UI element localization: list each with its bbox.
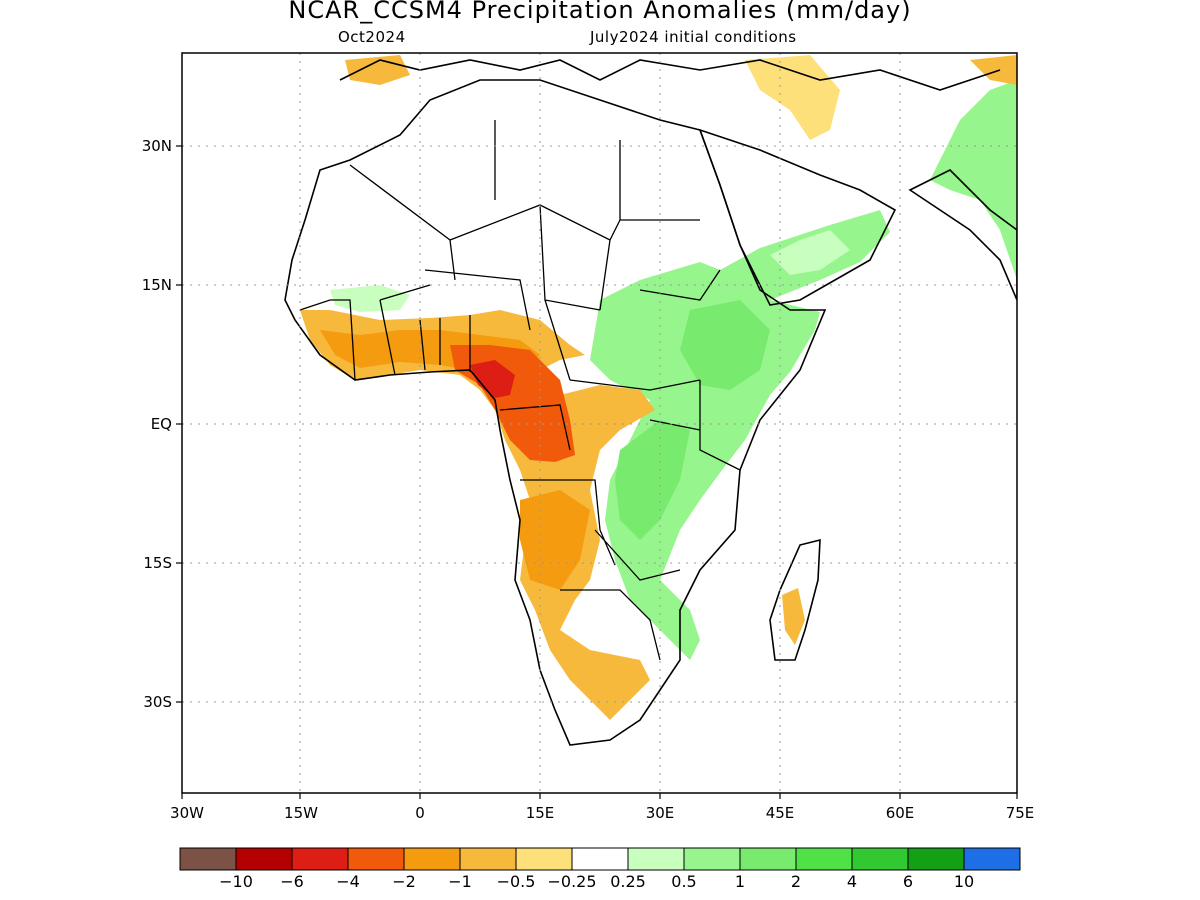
colorbar-label: 0.5 [671,872,697,891]
wet-core-southeast [615,420,690,540]
colorbar-swatch [963,847,1021,871]
lat-label: 30N [141,137,172,155]
wet-region-east-africa [590,210,890,660]
lon-label: 0 [415,804,425,822]
wet-region-arabia [770,230,850,275]
lon-label: 75E [1005,804,1035,822]
lon-label: 30E [645,804,675,822]
dry-region-madagascar [782,588,805,645]
borders-central-africa [499,299,741,661]
colorbar-swatch [179,847,237,871]
wet-region-sahel-west [330,285,410,312]
lon-label: 30W [170,804,204,822]
colorbar-label: 10 [953,872,975,891]
colorbar-swatch [235,847,293,871]
colorbar-label: 6 [902,872,914,891]
colorbar-label: 1 [734,872,746,891]
lat-label: 15S [143,554,172,572]
colorbar-swatch [571,847,629,871]
lon-label: 60E [885,804,915,822]
colorbar-label: −0.5 [496,872,536,891]
colorbar-label: 0.25 [610,872,646,891]
colorbar-swatch [795,847,853,871]
africa-coastline [284,79,827,746]
colorbar-label: −10 [219,872,253,891]
wet-region-india [930,80,1017,280]
dry-region-north [345,55,410,85]
map-frame [181,52,1018,794]
graticule [182,53,1017,793]
wet-core-ethiopia [680,300,770,390]
colorbar-label: −6 [280,872,304,891]
lat-label: EQ [150,415,172,433]
initial-conditions: July2024 initial conditions [590,28,797,46]
arabia-coastline [698,128,897,306]
coastlines [284,59,1017,746]
colorbar [179,847,1021,871]
colorbar-label: −2 [392,872,416,891]
madagascar-coastline [769,538,821,661]
colorbar-swatch [907,847,965,871]
lon-label: 15W [284,804,318,822]
colorbar-swatch [851,847,909,871]
colorbar-label: −1 [448,872,472,891]
dry-region-iran [970,55,1017,85]
colorbar-swatch [515,847,573,871]
colorbar-swatch [403,847,461,871]
axis-ticks [176,145,1018,799]
colorbar-swatch [683,847,741,871]
lon-label: 45E [765,804,795,822]
dry-extreme-cameroon [470,360,515,398]
colorbar-swatch [291,847,349,871]
colorbar-label: 2 [790,872,802,891]
lon-label: 15E [525,804,555,822]
colorbar-label: −0.25 [547,872,597,891]
forecast-month: Oct2024 [338,28,406,46]
borders-west-africa [299,299,471,381]
india-coastline [908,169,1017,301]
europe-coastline [339,59,1001,91]
anomaly-shading [300,55,1017,720]
colorbar-swatch [627,847,685,871]
colorbar-swatch [347,847,405,871]
colorbar-swatch [739,847,797,871]
colorbar-label: 4 [846,872,858,891]
lat-label: 15N [141,276,172,294]
chart-title: NCAR_CCSM4 Precipitation Anomalies (mm/d… [288,0,912,24]
lat-label: 30S [143,693,172,711]
dry-core-angola [520,490,590,590]
colorbar-swatch [459,847,517,871]
dry-region-middle-east [745,55,840,140]
colorbar-label: −4 [336,872,360,891]
